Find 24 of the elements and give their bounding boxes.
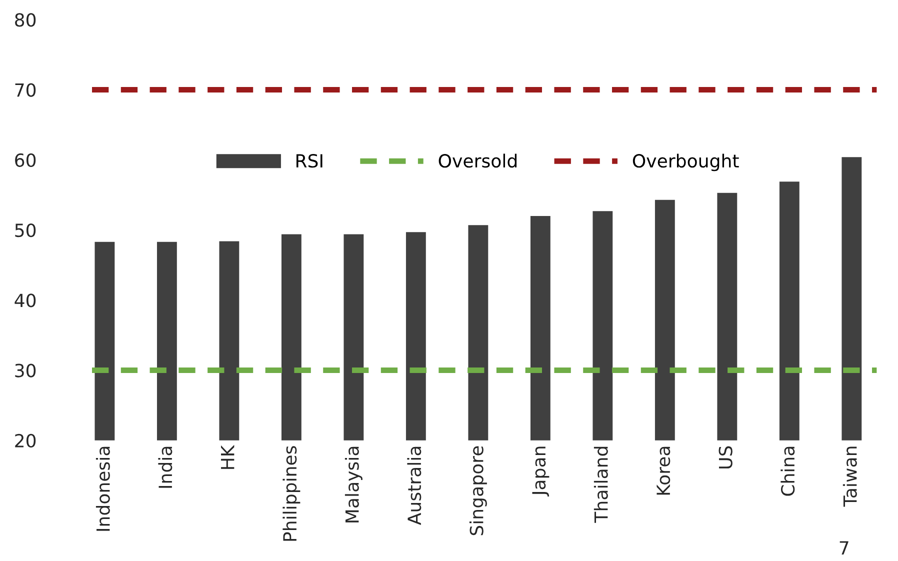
x-tick-label: India xyxy=(158,446,172,488)
x-tick-label: US xyxy=(718,446,732,468)
text: 7 xyxy=(840,541,848,554)
legend-label: RSI xyxy=(296,154,322,168)
legend-label: Overbought xyxy=(632,154,739,172)
x-tick-label: China xyxy=(780,446,795,496)
y-tick-label: 30 xyxy=(15,364,36,378)
y-tick-label: 70 xyxy=(15,83,36,97)
x-tick-label: Taiwan xyxy=(842,446,857,507)
y-tick-label: 50 xyxy=(15,223,36,238)
legend-label: Oversold xyxy=(438,154,517,168)
x-tick-label: HK xyxy=(221,444,234,469)
x-tick-label: Korea xyxy=(656,446,670,495)
y-tick-label: 60 xyxy=(15,153,36,167)
x-tick-label: Malaysia xyxy=(344,446,362,522)
y-tick-label: 40 xyxy=(14,294,36,308)
x-tick-label: Australia xyxy=(407,446,422,525)
y-tick-label: 80 xyxy=(15,13,36,27)
x-tick-label: Philippines xyxy=(282,446,300,541)
x-tick-label: Japan xyxy=(532,446,550,497)
x-tick-label: Thailand xyxy=(594,446,608,523)
x-tick-label: Indonesia xyxy=(96,446,110,531)
x-tick-label: Singapore xyxy=(469,446,487,536)
y-tick-label: 20 xyxy=(15,434,36,448)
